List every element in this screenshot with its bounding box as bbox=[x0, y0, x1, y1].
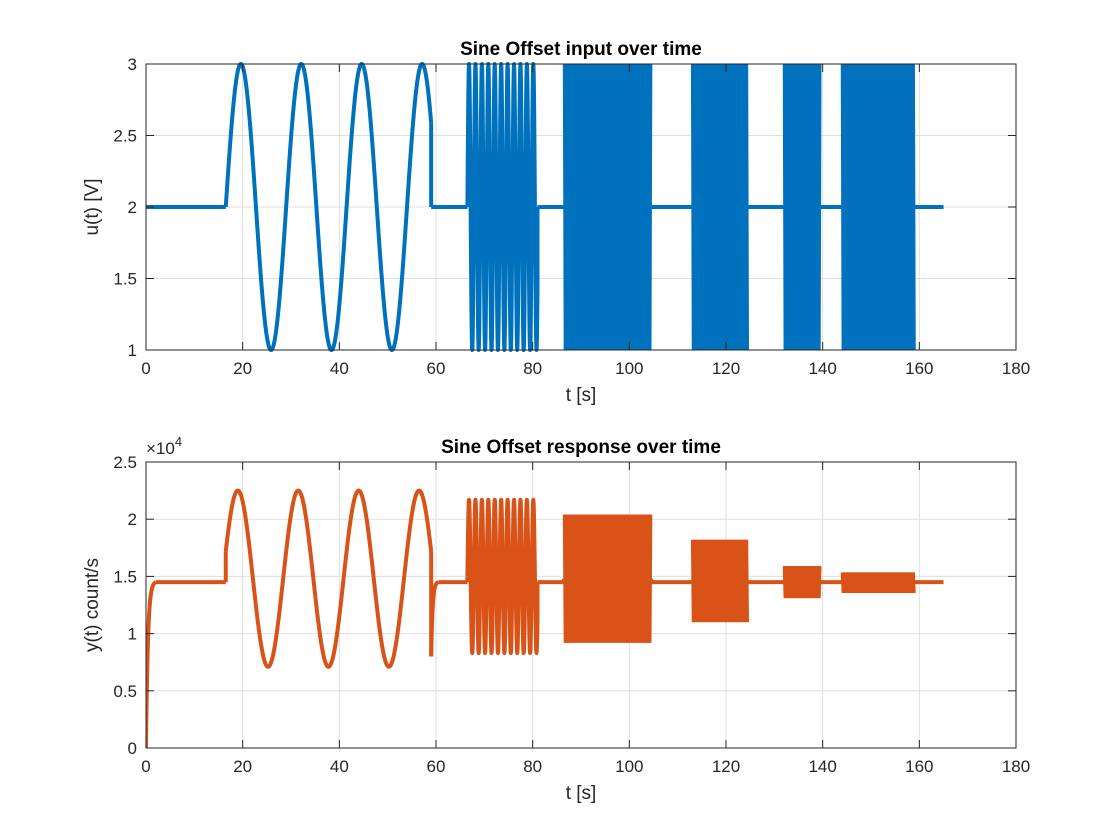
oscillation-trace bbox=[782, 566, 822, 599]
y-tick-label: 2.5 bbox=[113, 127, 137, 146]
x-tick-label: 20 bbox=[233, 359, 252, 378]
series-segment bbox=[465, 62, 540, 352]
response-x-ticks: 0 20 40 60 80 100 120 140 160 180 bbox=[141, 462, 1030, 776]
x-tick: 40 bbox=[330, 64, 349, 378]
x-tick: 120 bbox=[712, 462, 740, 776]
series-segment bbox=[465, 497, 540, 656]
response-axes: 0 20 40 60 80 100 120 140 160 180 0 0.5 1 1.5 2 2.5 Si… bbox=[82, 434, 1030, 804]
y-tick: 1 bbox=[128, 625, 1016, 644]
x-tick: 140 bbox=[808, 64, 837, 378]
response-axes-box bbox=[145, 461, 1017, 749]
x-tick: 60 bbox=[427, 64, 446, 378]
y-tick-label: 1.5 bbox=[113, 270, 137, 289]
x-tick-label: 0 bbox=[141, 757, 150, 776]
x-tick-label: 60 bbox=[427, 359, 446, 378]
oscillation-trace bbox=[562, 63, 653, 351]
y-tick-label: 2 bbox=[128, 510, 137, 529]
x-tick: 0 bbox=[141, 64, 151, 378]
x-tick-label: 0 bbox=[141, 359, 150, 378]
y-tick-label: 2.5 bbox=[113, 453, 137, 472]
x-tick-label: 140 bbox=[808, 359, 836, 378]
x-tick-label: 60 bbox=[427, 757, 446, 776]
oscillation-trace bbox=[690, 63, 749, 351]
y-tick: 0 bbox=[128, 739, 1016, 758]
x-tick-label: 160 bbox=[905, 757, 933, 776]
input-chart-title: Sine Offset input over time bbox=[460, 39, 702, 60]
series-segment bbox=[146, 580, 158, 749]
input-axes: 0 20 40 60 80 100 120 140 160 180 1 1.5 2 2.5 3 Sine … bbox=[82, 39, 1030, 406]
y-tick: 3 bbox=[128, 55, 1016, 74]
exponent-base: ×10 bbox=[146, 439, 175, 458]
x-tick-label: 140 bbox=[808, 757, 836, 776]
input-y-axis-label: u(t) [V] bbox=[82, 178, 103, 235]
y-tick-label: 1 bbox=[128, 341, 137, 360]
input-x-axis-label: t [s] bbox=[566, 385, 597, 406]
y-tick: 1.5 bbox=[113, 567, 1016, 586]
series-segment bbox=[223, 488, 434, 669]
oscillation-trace bbox=[840, 63, 916, 351]
x-tick-label: 100 bbox=[615, 359, 643, 378]
input-series-line bbox=[146, 62, 944, 352]
y-tick-label: 3 bbox=[128, 55, 137, 74]
y-tick-label: 1.5 bbox=[113, 567, 137, 586]
response-y-ticks: 0 0.5 1 1.5 2 2.5 bbox=[113, 453, 1016, 758]
x-tick: 160 bbox=[905, 64, 934, 378]
exponent-power: 4 bbox=[175, 434, 182, 449]
oscillation-trace bbox=[782, 63, 822, 351]
y-tick-label: 0.5 bbox=[113, 682, 137, 701]
y-tick: 2.5 bbox=[113, 127, 1016, 146]
x-tick-label: 120 bbox=[712, 359, 740, 378]
y-tick: 2 bbox=[128, 198, 1016, 217]
x-tick: 100 bbox=[615, 64, 644, 378]
y-tick-label: 0 bbox=[128, 739, 137, 758]
x-tick-label: 160 bbox=[905, 359, 933, 378]
response-series-line bbox=[146, 488, 944, 749]
x-tick: 120 bbox=[712, 64, 740, 378]
oscillation-trace bbox=[562, 514, 653, 643]
oscillation-trace bbox=[690, 539, 749, 623]
x-tick: 100 bbox=[615, 462, 644, 776]
response-chart-title: Sine Offset response over time bbox=[441, 437, 721, 458]
x-tick-label: 40 bbox=[330, 757, 349, 776]
x-tick-label: 20 bbox=[233, 757, 252, 776]
x-tick: 20 bbox=[233, 64, 252, 378]
x-tick: 180 bbox=[1002, 64, 1030, 378]
oscillation-trace bbox=[840, 572, 916, 594]
y-tick: 2.5 bbox=[113, 453, 1016, 472]
x-tick: 180 bbox=[1002, 462, 1030, 776]
y-tick: 0.5 bbox=[113, 682, 1016, 701]
x-tick: 20 bbox=[233, 462, 252, 776]
x-tick: 80 bbox=[523, 64, 542, 378]
x-tick-label: 120 bbox=[712, 757, 740, 776]
input-x-ticks: 0 20 40 60 80 100 120 140 160 180 bbox=[141, 64, 1030, 378]
y-tick-label: 2 bbox=[128, 198, 137, 217]
x-tick-label: 180 bbox=[1002, 757, 1030, 776]
x-tick-label: 180 bbox=[1002, 359, 1030, 378]
x-tick: 160 bbox=[905, 462, 934, 776]
x-tick: 80 bbox=[523, 462, 542, 776]
x-tick-label: 40 bbox=[330, 359, 349, 378]
response-y-exponent-label: ×104 bbox=[146, 434, 182, 458]
response-x-axis-label: t [s] bbox=[566, 783, 597, 804]
input-y-ticks: 1 1.5 2 2.5 3 bbox=[113, 55, 1016, 360]
x-tick-label: 80 bbox=[523, 359, 542, 378]
x-tick: 0 bbox=[141, 462, 151, 776]
x-tick: 40 bbox=[330, 462, 349, 776]
y-tick: 1.5 bbox=[113, 270, 1016, 289]
response-y-axis-label: y(t) count/s bbox=[82, 558, 103, 652]
x-tick-label: 80 bbox=[523, 757, 542, 776]
y-tick: 1 bbox=[128, 341, 1016, 360]
series-segment bbox=[223, 62, 434, 352]
x-tick: 60 bbox=[427, 462, 446, 776]
x-tick-label: 100 bbox=[615, 757, 643, 776]
y-tick-label: 1 bbox=[128, 625, 137, 644]
x-tick: 140 bbox=[808, 462, 837, 776]
y-tick: 2 bbox=[128, 510, 1016, 529]
